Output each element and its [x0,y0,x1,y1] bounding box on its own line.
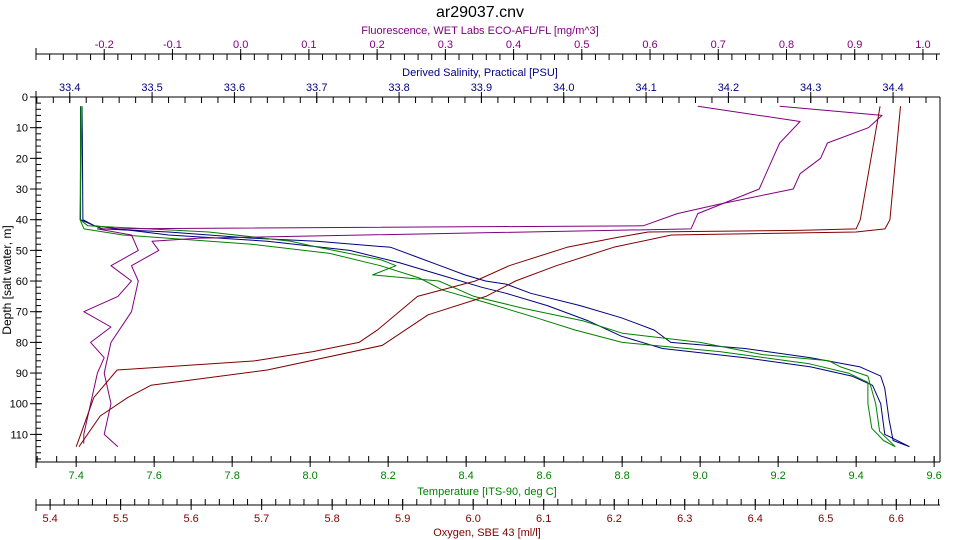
depth-tick-label: 50 [16,245,28,257]
oxygen-axis-title: Oxygen, SBE 43 [ml/l] [433,527,541,539]
salinity-tick-label: 33.6 [224,82,245,94]
fluorescence-tick-label: 0.6 [642,39,657,51]
salinity-tick-label: 33.5 [141,82,162,94]
depth-axis-title: Depth [salt water, m] [0,225,14,334]
depth-tick-label: 110 [10,429,28,441]
depth-tick-label: 20 [16,153,28,165]
fluorescence-tick-label: 0.3 [438,39,453,51]
salinity-tick-label: 33.9 [471,82,492,94]
temperature-tick-label: 8.8 [615,470,630,482]
temperature-tick-label: 8.4 [459,470,474,482]
fluorescence-tick-label: 0.2 [369,39,384,51]
temperature-tick-label: 9.2 [771,470,786,482]
fluorescence-tick-label: 0.8 [779,39,794,51]
oxygen-tick-label: 6.0 [466,513,481,525]
fluorescence-axis-title: Fluorescence, WET Labs ECO-AFL/FL [mg/m^… [361,25,598,37]
fluorescence-tick-label: 0.7 [711,39,726,51]
fluorescence-tick-label: -0.2 [95,39,114,51]
salinity-axis-title: Derived Salinity, Practical [PSU] [402,67,558,79]
oxygen-tick-label: 6.1 [536,513,551,525]
salinity-tick-label: 33.4 [59,82,80,94]
oxygen-tick-label: 6.4 [748,513,763,525]
depth-tick-label: 100 [10,399,28,411]
salinity-tick-label: 34.2 [718,82,739,94]
temperature-tick-label: 7.6 [147,470,162,482]
oxygen-profile-line [78,106,901,447]
fluorescence-profile-line [83,105,883,444]
salinity-tick-label: 34.0 [553,82,574,94]
fluorescence-tick-label: -0.1 [163,39,182,51]
oxygen-tick-label: 6.5 [818,513,833,525]
fluorescence-tick-label: 1.0 [915,39,930,51]
temperature-tick-label: 9.0 [693,470,708,482]
temperature-profile-line [79,106,896,448]
oxygen-tick-label: 5.7 [254,513,269,525]
fluorescence-tick-label: 0.0 [233,39,248,51]
salinity-profile-line [80,106,910,448]
oxygen-tick-label: 5.9 [395,513,410,525]
fluorescence-tick-label: 0.4 [506,39,521,51]
oxygen-tick-label: 6.6 [889,513,904,525]
temperature-tick-label: 8.0 [303,470,318,482]
depth-tick-label: 80 [16,337,28,349]
depth-tick-label: 70 [16,307,28,319]
oxygen-tick-label: 5.6 [183,513,198,525]
temperature-tick-label: 9.4 [849,470,864,482]
depth-tick-label: 40 [16,215,28,227]
depth-tick-label: 30 [16,184,28,196]
temperature-tick-label: 7.4 [69,470,84,482]
oxygen-tick-label: 6.3 [677,513,692,525]
series-group [75,105,910,448]
temperature-tick-label: 9.6 [927,470,942,482]
oxygen-tick-label: 5.5 [113,513,128,525]
oxygen-axis: 5.4 5.5 5.6 5.7 5.8 5.9 6.0 6.1 6.2 6.3 6.4 6.5 6.6 [35,499,940,525]
temperature-tick-label: 8.6 [537,470,552,482]
salinity-tick-label: 33.7 [306,82,327,94]
depth-tick-label: 0 [22,92,28,104]
temperature-tick-label: 8.2 [381,470,396,482]
oxygen-tick-label: 6.2 [607,513,622,525]
temperature-tick-label: 7.8 [225,470,240,482]
oxygen-profile-line [75,106,881,447]
fluorescence-profile-line [103,105,801,448]
fluorescence-tick-label: 0.9 [847,39,862,51]
salinity-tick-label: 33.8 [388,82,409,94]
temperature-profile-line [79,106,896,448]
depth-tick-label: 90 [16,368,28,380]
fluorescence-tick-label: 0.5 [574,39,589,51]
fluorescence-axis: -0.2 -0.1 0.0 0.1 0.2 0.3 0.4 0.5 0.6 0.7 0.8 0.9 1.… [35,39,940,60]
temperature-axis-title: Temperature [ITS-90, deg C] [417,486,556,498]
depth-tick-label: 60 [16,276,28,288]
chart-title: ar29037.cnv [436,4,524,21]
depth-tick-label: 10 [16,123,28,135]
salinity-tick-label: 34.1 [635,82,656,94]
salinity-tick-label: 34.4 [882,82,903,94]
fluorescence-tick-label: 0.1 [301,39,316,51]
salinity-tick-label: 34.3 [800,82,821,94]
oxygen-tick-label: 5.4 [42,513,57,525]
temperature-axis: 7.4 7.6 7.8 8.0 8.2 8.4 8.6 8.8 9.0 9.2 9.4 9.6 [35,456,942,482]
salinity-axis: 33.4 33.5 33.6 33.7 33.8 33.9 34.0 34.1 34.2 34.3… [35,82,940,103]
axes: -0.2 -0.1 0.0 0.1 0.2 0.3 0.4 0.5 0.6 0.7 0.8 0.9 1.… [10,39,942,525]
salinity-profile-line [81,106,910,448]
oxygen-tick-label: 5.8 [325,513,340,525]
